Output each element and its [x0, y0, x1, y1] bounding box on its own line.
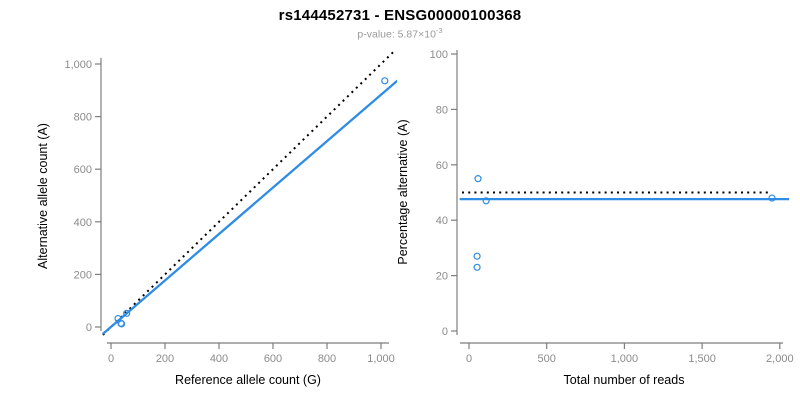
y-tick-label: 1,000 [64, 59, 92, 71]
x-tick-label: 500 [538, 353, 556, 365]
x-tick-label: 2,000 [766, 353, 794, 365]
x-tick-label: 0 [466, 353, 472, 365]
y-axis-title: Percentage alternative (A) [396, 119, 410, 264]
x-tick-label: 600 [264, 353, 282, 365]
x-tick-label: 1,500 [688, 353, 716, 365]
x-axis-title: Reference allele count (G) [175, 373, 321, 387]
figure-subtitle: p-value: 5.87×10-3 [0, 26, 800, 41]
data-point [482, 197, 490, 205]
y-tick-label: 100 [430, 49, 448, 61]
right-plot: 0 500 1,000 1,500 2,000 0 20 40 60 80 100 Total num… [396, 49, 794, 387]
y-tick-label: 400 [74, 217, 92, 229]
y-tick-label: 40 [436, 215, 448, 227]
data-point [474, 175, 482, 183]
fit-line [102, 79, 397, 335]
x-axis-title: Total number of reads [564, 373, 685, 387]
pvalue-text: p-value: 5.87×10 [357, 28, 436, 41]
pvalue-exponent: -3 [435, 26, 443, 35]
x-tick-label: 0 [108, 353, 114, 365]
data-point [117, 320, 126, 328]
x-tick-label: 200 [156, 353, 174, 365]
data-point [123, 309, 131, 317]
data-point [768, 194, 776, 202]
y-tick-label: 60 [436, 160, 448, 172]
left-plot: 0 200 400 600 800 1,000 0 200 400 600 800 1,000 Refe… [36, 50, 397, 387]
data-point [473, 263, 481, 271]
y-tick-label: 80 [436, 104, 448, 116]
x-tick-label: 1,000 [611, 353, 639, 365]
identity-line [102, 50, 397, 336]
y-tick-label: 20 [436, 271, 448, 283]
y-tick-label: 200 [74, 269, 92, 281]
x-tick-label: 800 [318, 353, 336, 365]
data-point [473, 252, 481, 260]
data-point [381, 77, 389, 85]
y-tick-label: 800 [74, 112, 92, 124]
y-tick-label: 0 [442, 326, 448, 338]
x-tick-label: 1,000 [367, 353, 395, 365]
y-axis-title: Alternative allele count (A) [36, 123, 50, 269]
y-tick-label: 600 [74, 164, 92, 176]
figure-title: rs144452731 - ENSG00000100368 [278, 7, 522, 24]
x-tick-label: 400 [210, 353, 228, 365]
y-tick-label: 0 [86, 322, 92, 334]
